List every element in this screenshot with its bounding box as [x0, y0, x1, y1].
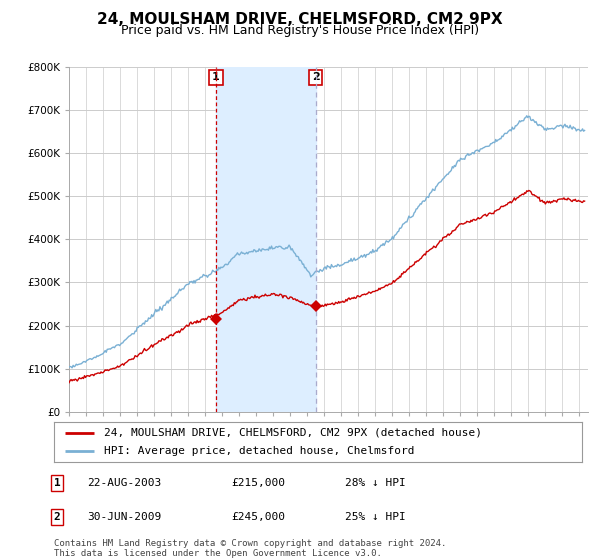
Bar [216, 67, 316, 412]
Text: 28% ↓ HPI: 28% ↓ HPI [345, 478, 406, 488]
Text: 24, MOULSHAM DRIVE, CHELMSFORD, CM2 9PX: 24, MOULSHAM DRIVE, CHELMSFORD, CM2 9PX [97, 12, 503, 27]
Text: Price paid vs. HM Land Registry's House Price Index (HPI): Price paid vs. HM Land Registry's House … [121, 24, 479, 37]
Text: 24, MOULSHAM DRIVE, CHELMSFORD, CM2 9PX (detached house): 24, MOULSHAM DRIVE, CHELMSFORD, CM2 9PX … [104, 428, 482, 437]
Text: 2: 2 [312, 72, 320, 82]
Text: 2: 2 [53, 512, 61, 522]
Text: 30-JUN-2009: 30-JUN-2009 [87, 512, 161, 522]
Text: HPI: Average price, detached house, Chelmsford: HPI: Average price, detached house, Chel… [104, 446, 415, 456]
Text: 1: 1 [53, 478, 61, 488]
Text: 1: 1 [212, 72, 220, 82]
Text: £245,000: £245,000 [231, 512, 285, 522]
Text: £215,000: £215,000 [231, 478, 285, 488]
Text: 25% ↓ HPI: 25% ↓ HPI [345, 512, 406, 522]
Text: Contains HM Land Registry data © Crown copyright and database right 2024.: Contains HM Land Registry data © Crown c… [54, 539, 446, 548]
Text: 22-AUG-2003: 22-AUG-2003 [87, 478, 161, 488]
Text: This data is licensed under the Open Government Licence v3.0.: This data is licensed under the Open Gov… [54, 549, 382, 558]
